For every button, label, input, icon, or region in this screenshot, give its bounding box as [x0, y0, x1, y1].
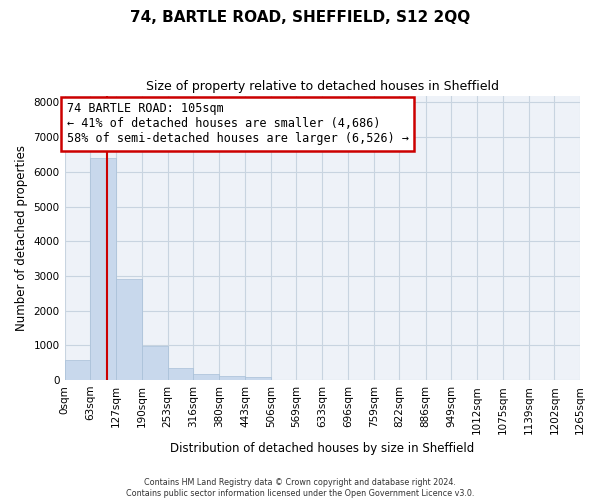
Bar	[193, 374, 220, 380]
Bar	[90, 158, 116, 380]
Bar	[142, 346, 167, 380]
Y-axis label: Number of detached properties: Number of detached properties	[15, 145, 28, 331]
Title: Size of property relative to detached houses in Sheffield: Size of property relative to detached ho…	[146, 80, 499, 93]
Bar	[167, 368, 193, 380]
Text: 74 BARTLE ROAD: 105sqm
← 41% of detached houses are smaller (4,686)
58% of semi-: 74 BARTLE ROAD: 105sqm ← 41% of detached…	[67, 102, 409, 146]
Bar	[245, 376, 271, 380]
X-axis label: Distribution of detached houses by size in Sheffield: Distribution of detached houses by size …	[170, 442, 475, 455]
Text: 74, BARTLE ROAD, SHEFFIELD, S12 2QQ: 74, BARTLE ROAD, SHEFFIELD, S12 2QQ	[130, 10, 470, 25]
Bar	[65, 360, 90, 380]
Bar	[116, 280, 142, 380]
Text: Contains HM Land Registry data © Crown copyright and database right 2024.
Contai: Contains HM Land Registry data © Crown c…	[126, 478, 474, 498]
Bar	[220, 376, 245, 380]
